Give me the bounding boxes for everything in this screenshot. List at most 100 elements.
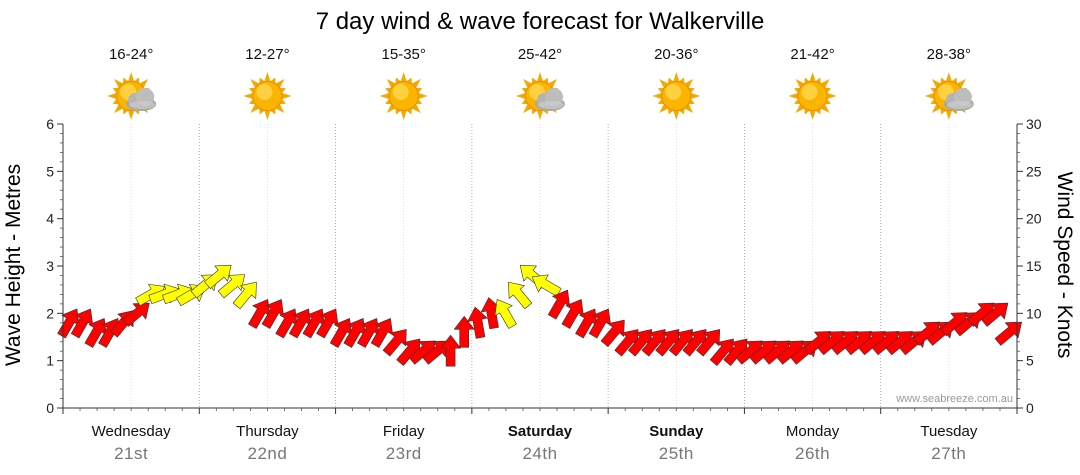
sun-ray	[794, 87, 801, 94]
wind-arrow	[588, 308, 611, 339]
day-temperature-range: 12-27°	[245, 46, 289, 63]
sun-ray	[536, 72, 544, 82]
sun-ray	[678, 77, 685, 85]
wind-arrow	[357, 318, 380, 348]
day-temperature-range: 21-42°	[790, 46, 834, 63]
cloud-shine	[129, 101, 156, 109]
wind-arrow	[467, 306, 488, 339]
right-tick-label: 20	[1026, 211, 1042, 227]
wind-arrow	[994, 321, 1022, 346]
wind-arrow	[370, 318, 393, 348]
day-name-label: Thursday	[236, 423, 299, 440]
wind-arrow	[682, 329, 707, 357]
wind-arrow	[204, 264, 232, 289]
daily-temperature-row: 16-24° 12-27° 15-35° 25-42° 20-36° 21-42° 28-3…	[109, 46, 971, 63]
sun-ray	[814, 107, 821, 115]
wind-arrow	[248, 299, 271, 329]
sun-ray	[379, 92, 390, 100]
day-temperature-range: 25-42°	[518, 46, 562, 63]
day-name-label: Tuesday	[920, 423, 977, 440]
wind-arrows-series	[57, 264, 1022, 367]
day-temperature-range: 28-38°	[927, 46, 971, 63]
sun-ray	[678, 107, 685, 115]
sun-ray	[516, 92, 526, 100]
sun-ray	[122, 107, 129, 115]
wind-arrow	[453, 315, 475, 348]
day-name-label: Wednesday	[92, 423, 171, 440]
chart-grid	[130, 124, 950, 408]
sun-ray	[667, 77, 674, 85]
wind-arrow	[628, 329, 652, 357]
wind-arrow	[641, 329, 666, 357]
day-name-label: Monday	[786, 423, 840, 440]
wind-arrow	[261, 299, 284, 329]
sun-highlight	[665, 84, 682, 100]
sun-ray	[930, 98, 938, 105]
wind-arrow	[508, 281, 533, 310]
sun-ray	[248, 98, 256, 105]
chart-title: 7 day wind & wave forecast for Walkervil…	[316, 8, 765, 35]
cloud-icon	[535, 88, 565, 111]
left-tick-label: 2	[46, 305, 54, 321]
sun-ray	[804, 77, 811, 85]
day-date-label: 27th	[931, 444, 966, 463]
wind-arrow	[709, 338, 734, 366]
right-tick-label: 30	[1026, 116, 1042, 132]
sun-ray	[690, 92, 701, 100]
wind-arrow	[329, 318, 353, 348]
right-tick-label: 15	[1026, 258, 1042, 274]
day-date-label: 25th	[659, 444, 694, 463]
day-date-label: 21st	[114, 444, 148, 463]
day-date-label: 23rd	[386, 444, 422, 463]
wind-arrow	[84, 318, 107, 348]
wind-arrow	[275, 308, 298, 339]
sun-ray	[945, 72, 953, 82]
sun-highlight	[801, 84, 818, 100]
wind-arrow	[600, 319, 625, 347]
sun-ray	[112, 98, 120, 105]
day-name-label: Saturday	[508, 423, 573, 440]
sun-ray	[248, 87, 256, 94]
wind-arrow	[70, 308, 94, 339]
sun-ray	[826, 92, 837, 100]
wind-arrow	[302, 308, 325, 339]
sun-ray	[794, 98, 801, 105]
sun-ray	[107, 92, 118, 100]
sun-ray	[279, 87, 286, 94]
sun-ray	[809, 110, 816, 120]
sun-ray	[924, 92, 935, 100]
wind-arrow	[232, 281, 257, 310]
wind-speed-axis: 0 5 10 15 20 25 30	[1016, 116, 1042, 416]
sun-ray	[951, 77, 958, 85]
sun-ray	[657, 98, 665, 105]
sun-ray	[281, 92, 292, 100]
sun-ray	[657, 87, 665, 94]
sun-ray	[824, 87, 832, 94]
sun-ray	[652, 92, 663, 100]
partly-cloudy-icon	[516, 72, 565, 120]
left-tick-label: 3	[46, 258, 54, 274]
wind-arrow	[981, 302, 1009, 327]
wind-arrow	[122, 302, 150, 327]
partly-cloudy-icon	[924, 72, 974, 120]
sun-ray	[542, 77, 549, 85]
sun-ray	[814, 77, 821, 85]
sun-ray	[687, 87, 695, 94]
day-temperature-range: 20-36°	[654, 46, 698, 63]
sun-ray	[521, 98, 529, 105]
sun-highlight	[392, 84, 409, 100]
day-temperature-range: 15-35°	[382, 46, 426, 63]
sun-ray	[940, 77, 947, 85]
sunny-icon	[379, 72, 428, 120]
sun-ray	[400, 72, 407, 82]
left-tick-label: 5	[46, 163, 54, 179]
right-tick-label: 0	[1026, 400, 1034, 416]
sun-ray	[385, 87, 393, 94]
sunny-icon	[243, 72, 292, 120]
cloud-shine	[946, 101, 973, 109]
sun-ray	[112, 87, 120, 94]
wave-height-axis-title: Wave Height - Metres	[2, 164, 25, 366]
sun-ray	[395, 107, 402, 115]
sun-ray	[243, 92, 254, 100]
right-tick-label: 5	[1026, 353, 1034, 369]
